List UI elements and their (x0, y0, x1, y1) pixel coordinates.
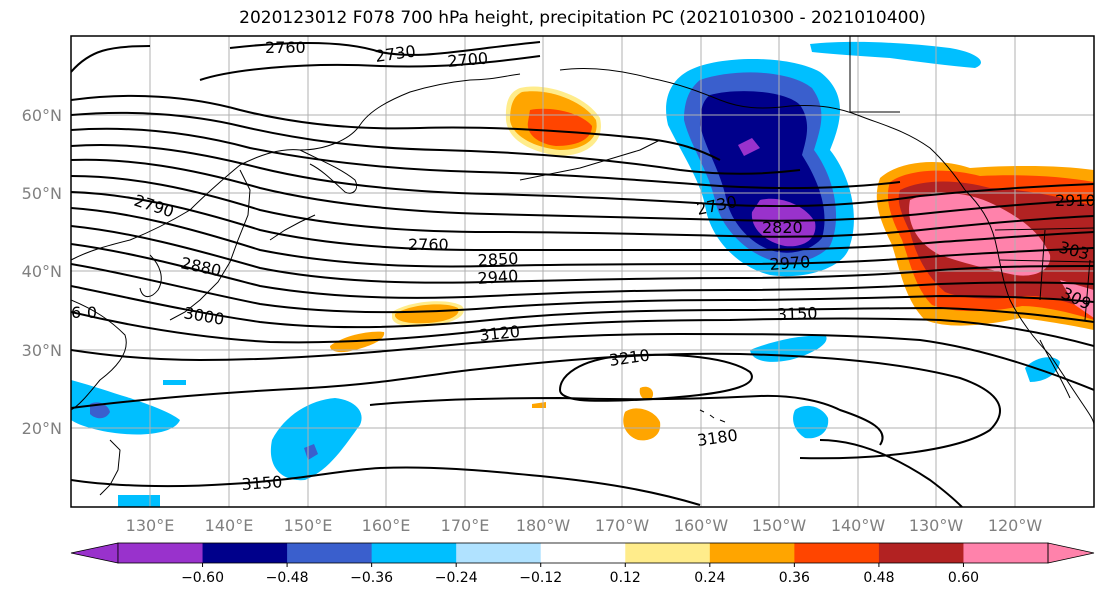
contour-label: 2730 (374, 41, 417, 65)
precip-fill-layer (71, 41, 1094, 507)
negative-anomaly-region (810, 41, 981, 68)
contour-label: 3180 (696, 425, 739, 449)
alaska-coastline (559, 67, 966, 191)
lon-tick-label: 130°E (126, 516, 175, 535)
kamchatka-coastline (299, 149, 358, 194)
colorbar-tick-label: 0.12 (610, 570, 641, 586)
colorbar-extend-high (1047, 542, 1095, 564)
lon-tick-label: 130°W (909, 516, 964, 535)
colorbar-segment (625, 543, 711, 563)
korea-coastline (139, 254, 162, 297)
contour-label: 2820 (762, 218, 803, 237)
coastlines (71, 36, 1094, 496)
contour-label: 2970 (769, 252, 811, 274)
gridlines (71, 36, 1094, 507)
negative-anomaly-region (163, 380, 186, 385)
lat-tick-label: 40°N (22, 262, 62, 281)
lon-tick-label: 160°E (362, 516, 411, 535)
contour-label: 3000 (182, 303, 225, 329)
colorbar-tick-label: 0.36 (779, 570, 810, 586)
japan-coastline (169, 169, 251, 321)
lon-tick-label: 170°W (595, 516, 650, 535)
contour-label: 2850 (477, 249, 519, 270)
canada-border (849, 36, 900, 113)
lon-tick-label: 140°W (831, 516, 886, 535)
lon-tick-label: 150°W (752, 516, 807, 535)
contour-label: 2760 (265, 38, 306, 57)
asia-coastline (71, 73, 521, 261)
negative-anomaly-region (751, 198, 816, 247)
contour-label: 2910 (1055, 191, 1096, 210)
height-contours (71, 41, 1094, 507)
colorbar-segment (118, 543, 204, 563)
map-frame (70, 35, 1095, 508)
colorbar-outline (117, 542, 1049, 564)
contour-label: 3120 (478, 322, 520, 345)
lon-tick-label: 160°W (674, 516, 729, 535)
contour-label: 2940 (477, 266, 519, 288)
colorbar-tick-label: 0.48 (863, 570, 894, 586)
positive-anomaly-region (395, 304, 459, 324)
us-state-borders (994, 227, 1094, 321)
contour-label: 2880 (179, 253, 223, 280)
baja-coastline (1039, 339, 1071, 399)
china-coastline (71, 299, 127, 411)
contour-label: 3210 (608, 345, 651, 369)
lat-tick-label: 60°N (22, 106, 62, 125)
lon-tick-label: 140°E (205, 516, 254, 535)
positive-anomaly-region (639, 386, 654, 400)
colorbar-segment (540, 543, 626, 563)
map-plot-area (71, 36, 1094, 507)
lat-tick-label: 30°N (22, 341, 62, 360)
positive-anomaly-region (532, 402, 546, 408)
colorbar-tick-label: 0.24 (694, 570, 725, 586)
colorbar-segment (287, 543, 373, 563)
latitude-labels: 60°N 50°N 40°N 30°N 20°N (22, 106, 62, 438)
longitude-labels: 130°E 140°E 150°E 160°E 170°E 180°W 170°… (126, 516, 1043, 535)
negative-anomaly-region (738, 138, 760, 156)
negative-anomaly-region (793, 405, 829, 439)
lat-tick-label: 20°N (22, 419, 62, 438)
colorbar-segment (794, 543, 880, 563)
colorbar-segment (878, 543, 964, 563)
colorbar-tick-label: −0.36 (350, 570, 393, 586)
lon-tick-label: 170°E (441, 516, 490, 535)
colorbar-segment (371, 543, 457, 563)
negative-anomaly-region (118, 495, 160, 507)
lat-tick-label: 50°N (22, 184, 62, 203)
lon-tick-label: 180°W (516, 516, 571, 535)
positive-anomaly-region (527, 108, 592, 146)
contour-label: 3150 (776, 304, 817, 324)
lon-tick-label: 120°W (988, 516, 1043, 535)
colorbar-tick-label: −0.12 (519, 570, 562, 586)
contour-label: 3150 (241, 472, 283, 494)
lon-tick-label: 150°E (284, 516, 333, 535)
colorbar-tick-label: −0.24 (435, 570, 478, 586)
map-title: 2020123012 F078 700 hPa height, precipit… (239, 8, 926, 28)
colorbar-tick-label: −0.48 (266, 570, 309, 586)
na-west-coastline (964, 189, 1094, 426)
negative-anomaly-region (71, 380, 180, 435)
negative-anomaly-region (270, 398, 362, 481)
colorbar: −0.60 −0.48 −0.36 −0.24 −0.12 0.12 0.24 0.36 0.4… (70, 542, 1095, 586)
hawaii-islands (699, 409, 726, 423)
colorbar-tick-label: 0.60 (948, 570, 979, 586)
contour-label: 2700 (447, 49, 489, 71)
contour-labels: 2760 2730 2700 2790 2880 3000 2760 2850 … (71, 38, 1096, 494)
colorbar-segment (456, 543, 542, 563)
colorbar-segment (202, 543, 288, 563)
philippines-coastline (99, 439, 121, 496)
colorbar-segment (963, 543, 1049, 563)
negative-anomaly-region (90, 402, 110, 419)
colorbar-tick-label: −0.60 (181, 570, 224, 586)
positive-anomaly-region (623, 408, 661, 441)
colorbar-extend-low (70, 542, 119, 564)
contour-label: 2760 (408, 235, 449, 254)
colorbar-segment (709, 543, 795, 563)
